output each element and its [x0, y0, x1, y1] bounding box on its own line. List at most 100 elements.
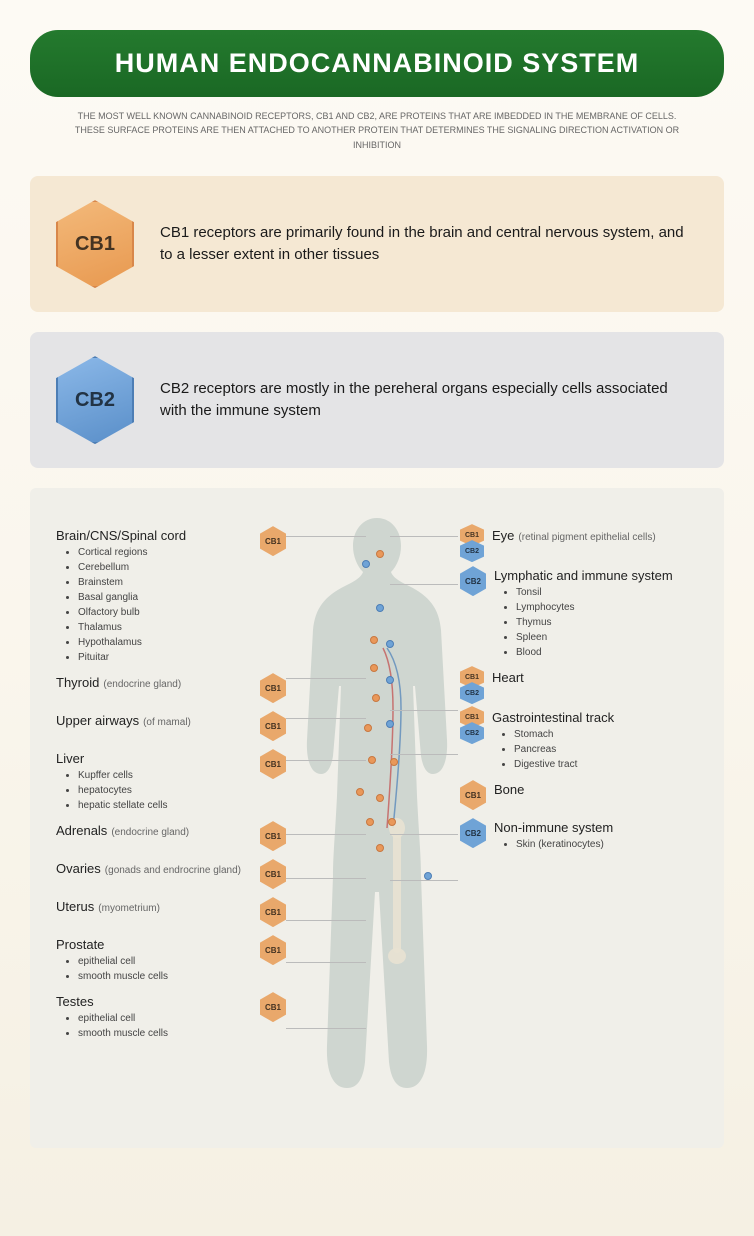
organ-title-text: Ovaries — [56, 861, 101, 876]
cb2-hexagon-icon: CB2 — [56, 356, 134, 444]
organ-bullet: Thymus — [516, 615, 700, 630]
organ-bullet: Spleen — [516, 630, 700, 645]
organ-subtitle: (of mamal) — [143, 717, 191, 728]
cb1-info-box: CB1 CB1 receptors are primarily found in… — [30, 176, 724, 312]
organ-subtitle: (endocrine gland) — [111, 827, 189, 838]
organ-bullet: Cerebellum — [78, 560, 252, 575]
cb2-mini-hex: CB2 — [460, 722, 484, 744]
cb1-mini-hex: CB1 — [460, 780, 486, 810]
organ-subtitle: (gonads and endrocrine gland) — [105, 865, 241, 876]
organ-title: Uterus(myometrium) — [56, 899, 252, 914]
organ-bullets: Cortical regionsCerebellumBrainstemBasal… — [78, 545, 252, 665]
leader-line — [390, 880, 458, 881]
organ-title: Liver — [56, 751, 252, 766]
organ-row: CB1CB2 Eye(retinal pigment epithelial cel… — [460, 528, 700, 558]
cb1-mini-hex: CB1 — [260, 897, 286, 927]
cb1-description: CB1 receptors are primarily found in the… — [160, 222, 698, 267]
leader-line — [390, 536, 458, 537]
organ-title-text: Upper airways — [56, 713, 139, 728]
body-diagram-panel: CB1 Brain/CNS/Spinal cord Cortical regions… — [30, 488, 724, 1148]
organ-title: Upper airways (of mamal) — [56, 713, 252, 728]
leader-line — [286, 878, 366, 879]
organ-bullets: Skin (keratinocytes) — [516, 837, 700, 852]
cb1-cb2-hexagon-icon: CB1CB2 — [460, 668, 484, 700]
organ-entry: CB2Non-immune systemSkin (keratinocytes) — [460, 820, 700, 852]
organ-title-text: Eye — [492, 528, 514, 543]
organ-bullets: epithelial cellsmooth muscle cells — [78, 954, 252, 984]
organ-bullet: Cortical regions — [78, 545, 252, 560]
organ-row: CB1Prostateepithelial cellsmooth muscle … — [56, 937, 286, 984]
cb1-cb2-hexagon-icon: CB1CB2 — [460, 708, 484, 740]
cb1-cb2-hexagon-icon: CB1CB2 — [460, 526, 484, 558]
organ-title-text: Testes — [56, 994, 94, 1009]
organ-entry: CB2 Lymphatic and immune system TonsilLymp… — [460, 568, 700, 660]
organ-bullet: Thalamus — [78, 620, 252, 635]
organ-bullet: epithelial cell — [78, 1011, 252, 1026]
organ-title: Bone — [494, 782, 700, 797]
organ-title-text: Heart — [492, 670, 524, 685]
organ-bullet: Pituitar — [78, 650, 252, 665]
leader-line — [286, 834, 366, 835]
organ-row: CB1Thyroid(endocrine gland) — [56, 675, 286, 703]
leader-line — [286, 920, 366, 921]
organ-title: Lymphatic and immune system — [494, 568, 700, 583]
organ-title: Ovaries (gonads and endrocrine gland) — [56, 861, 252, 876]
organ-entry: CB1 Brain/CNS/Spinal cord Cortical regions… — [56, 528, 286, 665]
organ-row: CB1 Testes epithelial cellsmooth muscle ce… — [56, 994, 286, 1041]
cb2-mini-hex: CB2 — [460, 682, 484, 704]
organ-row: CB1 Bone — [460, 782, 700, 810]
cb1-mini-hex: CB1 — [260, 935, 286, 965]
cb2-description: CB2 receptors are mostly in the perehera… — [160, 378, 698, 423]
cb1-mini-hex: CB1 — [260, 859, 286, 889]
organ-bullet: hepatic stellate cells — [78, 798, 252, 813]
organ-title-text: Lymphatic and immune system — [494, 568, 673, 583]
organ-title-text: Non-immune system — [494, 820, 613, 835]
organ-row: CB2Non-immune systemSkin (keratinocytes) — [460, 820, 700, 852]
organ-title-text: Thyroid — [56, 675, 99, 690]
organ-bullet: Pancreas — [514, 742, 700, 757]
organ-title-text: Uterus — [56, 899, 94, 914]
organ-row: CB1 Ovaries (gonads and endrocrine gland) — [56, 861, 286, 889]
organ-title: Brain/CNS/Spinal cord — [56, 528, 252, 543]
organ-row: CB1CB2 Heart — [460, 670, 700, 700]
leader-line — [390, 754, 458, 755]
cb1-mini-hex: CB1 — [260, 711, 286, 741]
leader-line — [286, 678, 366, 679]
organ-bullet: Skin (keratinocytes) — [516, 837, 700, 852]
organ-title-text: Brain/CNS/Spinal cord — [56, 528, 186, 543]
organ-title-text: Adrenals — [56, 823, 107, 838]
cb1-mini-hex: CB1 — [260, 749, 286, 779]
organ-title: Heart — [492, 670, 700, 685]
organ-entry: CB1 Liver Kupffer cellshepatocyteshepatic … — [56, 751, 286, 813]
cb1-mini-hex: CB1 — [260, 992, 286, 1022]
organ-bullets: TonsilLymphocytesThymusSpleenBlood — [516, 585, 700, 660]
organ-entry: CB1 Upper airways (of mamal) — [56, 713, 286, 741]
organ-title-text: Bone — [494, 782, 524, 797]
organ-bullet: Basal ganglia — [78, 590, 252, 605]
left-organs-column: CB1 Brain/CNS/Spinal cord Cortical regions… — [56, 528, 286, 1051]
cb1-mini-hex: CB1 — [260, 526, 286, 556]
organ-bullet: Brainstem — [78, 575, 252, 590]
organ-bullet: epithelial cell — [78, 954, 252, 969]
organ-row: CB2 Lymphatic and immune system TonsilLymp… — [460, 568, 700, 660]
organ-title: Eye(retinal pigment epithelial cells) — [492, 528, 700, 543]
title-banner: HUMAN ENDOCANNABINOID SYSTEM — [30, 30, 724, 97]
organ-entry: CB1Thyroid(endocrine gland) — [56, 675, 286, 703]
organ-bullet: Tonsil — [516, 585, 700, 600]
organ-bullet: hepatocytes — [78, 783, 252, 798]
subtitle: THE MOST WELL KNOWN CANNABINOID RECEPTOR… — [50, 109, 704, 152]
leader-line — [286, 718, 366, 719]
organ-title: Gastrointestinal track — [492, 710, 700, 725]
organ-entry: CB1CB2Gastrointestinal trackStomachPancr… — [460, 710, 700, 772]
cb2-info-box: CB2 CB2 receptors are mostly in the pere… — [30, 332, 724, 468]
organ-bullet: Kupffer cells — [78, 768, 252, 783]
cb2-mini-hex: CB2 — [460, 566, 486, 596]
organ-entry: CB1 Bone — [460, 782, 700, 810]
organ-bullets: epithelial cellsmooth muscle cells — [78, 1011, 252, 1041]
leader-line — [390, 710, 458, 711]
organ-subtitle: (endocrine gland) — [103, 679, 181, 690]
organ-row: CB1 Upper airways (of mamal) — [56, 713, 286, 741]
right-organs-column: CB1CB2Eye(retinal pigment epithelial cel… — [460, 528, 700, 862]
organ-title-text: Gastrointestinal track — [492, 710, 614, 725]
leader-line — [390, 584, 458, 585]
